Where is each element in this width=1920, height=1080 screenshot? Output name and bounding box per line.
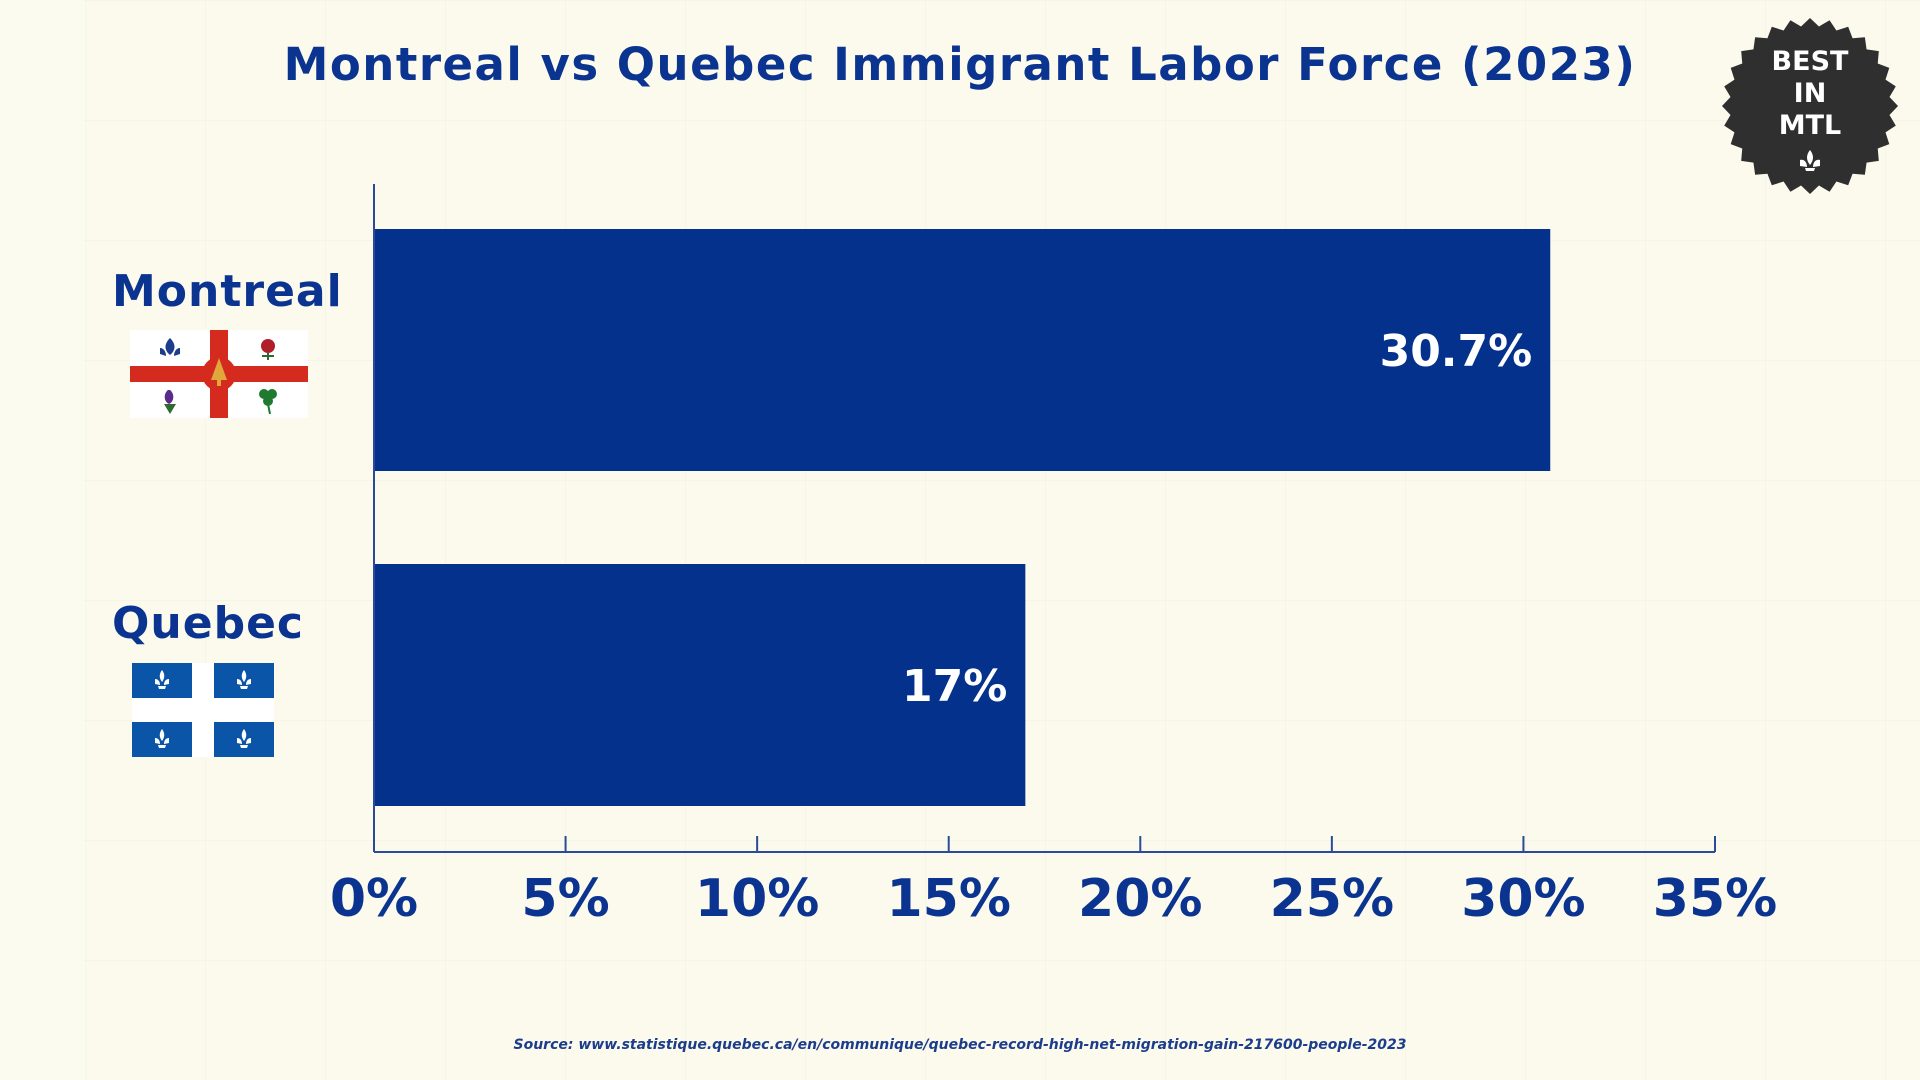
x-tick-label: 0% — [330, 869, 418, 929]
category-label-montreal: Montreal — [112, 266, 343, 317]
x-tick-label: 35% — [1653, 869, 1777, 929]
badge-text: BEST IN MTL — [1720, 46, 1900, 142]
badge-line-3: MTL — [1778, 110, 1842, 141]
best-in-mtl-badge — [1722, 18, 1898, 194]
bar-montreal — [374, 229, 1551, 471]
data-label-quebec: 17% — [902, 661, 1007, 712]
x-tick-label: 5% — [521, 869, 609, 929]
category-label-quebec: Quebec — [112, 598, 304, 649]
quebec-flag-icon — [132, 663, 274, 757]
bar-quebec — [374, 564, 1026, 806]
x-tick-label: 30% — [1461, 869, 1585, 929]
source-note: Source: www.statistique.quebec.ca/en/com… — [513, 1037, 1407, 1053]
badge-line-1: BEST — [1771, 46, 1849, 77]
x-tick-label: 20% — [1078, 869, 1202, 929]
x-tick-label: 25% — [1270, 869, 1394, 929]
montreal-flag-icon — [130, 330, 308, 418]
badge-line-2: IN — [1793, 78, 1827, 109]
chart-title: Montreal vs Quebec Immigrant Labor Force… — [283, 38, 1637, 91]
data-label-montreal: 30.7% — [1380, 326, 1533, 377]
fleur-de-lis-icon — [1800, 150, 1820, 171]
x-tick-label: 15% — [886, 869, 1010, 929]
x-tick-label: 10% — [695, 869, 819, 929]
chart-background — [85, 0, 1920, 1080]
